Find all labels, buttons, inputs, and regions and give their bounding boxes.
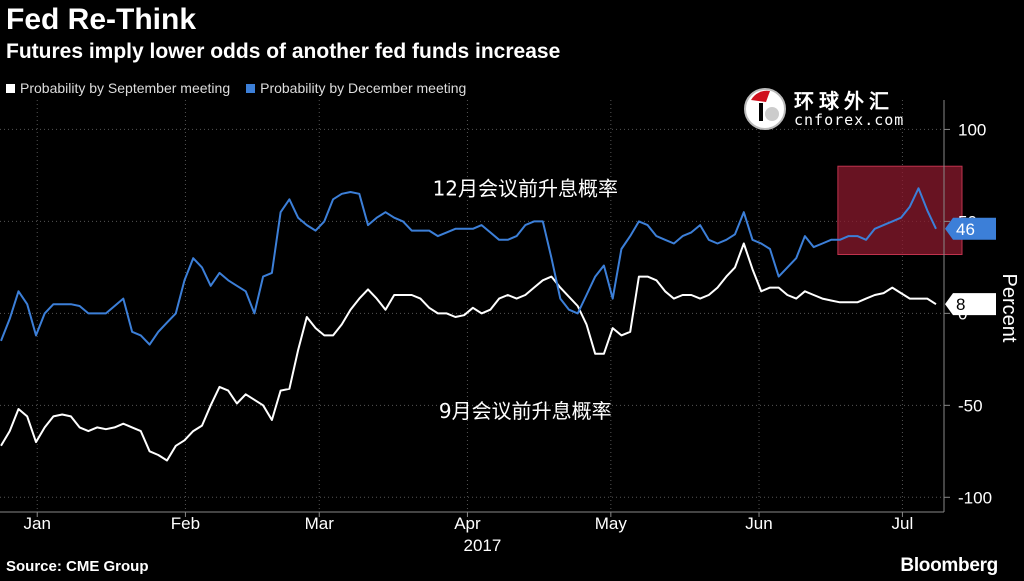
x-tick-label: Feb	[171, 514, 200, 533]
highlight-region	[837, 165, 963, 255]
legend-item-september: Probability by September meeting	[6, 80, 230, 96]
x-tick-label: Jan	[24, 514, 51, 533]
cnforex-logo-icon	[744, 88, 786, 130]
x-tick-label: Jun	[745, 514, 772, 533]
y-tick-label: -50	[958, 396, 983, 415]
annotation-label: 9月会议前升息概率	[439, 399, 612, 423]
annotations: 12月会议前升息概率 9月会议前升息概率	[433, 177, 618, 424]
x-axis-year: 2017	[464, 536, 502, 555]
end-label-box-december	[945, 217, 996, 240]
bloomberg-logo: Bloomberg	[900, 555, 998, 576]
highlight-box	[837, 165, 963, 255]
x-tick-label: Jul	[892, 514, 914, 533]
chart-subtitle: Futures imply lower odds of another fed …	[6, 40, 561, 63]
watermark-cn: 环球外汇	[794, 88, 894, 113]
annotation-label: 12月会议前升息概率	[433, 177, 618, 201]
end-label-december: 46	[956, 220, 975, 239]
x-tick-label: Apr	[454, 514, 481, 533]
source-note: Source: CME Group	[6, 558, 149, 575]
watermark-en: cnforex.com	[794, 110, 905, 129]
end-label-september: 8	[956, 295, 965, 314]
legend-swatch-september	[6, 83, 15, 93]
legend-label-december: Probability by December meeting	[260, 80, 467, 96]
legend-label-september: Probability by September meeting	[20, 80, 231, 96]
grid-lines	[0, 100, 944, 512]
legend-swatch-december	[246, 83, 256, 93]
end-label-box-september	[945, 293, 996, 316]
x-tick-label: Mar	[305, 514, 335, 533]
chart-title: Fed Re-Think	[6, 3, 197, 36]
y-tick-label: 100	[958, 120, 986, 139]
end-labels: 8 46	[945, 217, 996, 316]
legend-item-december: Probability by December meeting	[246, 80, 466, 96]
x-tick-label: May	[595, 514, 628, 533]
legend: Probability by September meeting Probabi…	[6, 80, 466, 96]
series-line-september	[0, 242, 937, 462]
x-axis: Jan Feb Mar Apr May Jun Jul 2017	[0, 511, 944, 555]
series-lines	[0, 187, 937, 462]
y-axis-label: Percent	[998, 274, 1020, 343]
y-tick-label: -100	[958, 488, 992, 507]
series-line-december	[0, 187, 937, 346]
watermark: 环球外汇 cnforex.com	[742, 86, 904, 132]
